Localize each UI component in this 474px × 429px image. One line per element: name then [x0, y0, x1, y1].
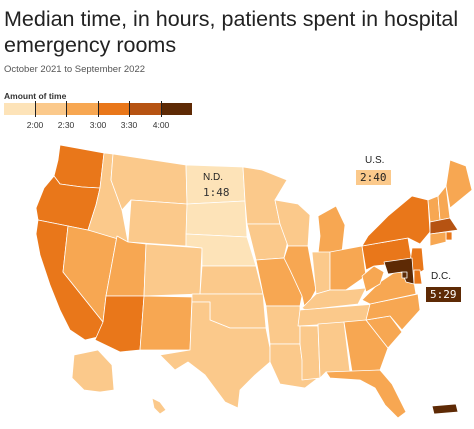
state-GA[interactable] — [343, 319, 389, 373]
callout-nd-value: 1:48 — [199, 185, 234, 200]
state-OH[interactable] — [329, 245, 367, 291]
legend-label-3: 3:30 — [120, 120, 138, 130]
state-DC[interactable] — [401, 271, 408, 279]
map-subtitle: October 2021 to September 2022 — [4, 64, 146, 75]
state-WY[interactable] — [127, 199, 188, 247]
legend-tick-0 — [35, 101, 36, 117]
legend-tick-3 — [129, 101, 130, 117]
state-RI[interactable] — [445, 231, 453, 241]
legend-swatch-3 — [97, 103, 130, 115]
state-WA[interactable] — [53, 144, 105, 189]
state-NY[interactable] — [361, 195, 431, 247]
callout-us-label: U.S. — [365, 155, 385, 166]
state-CO[interactable] — [143, 243, 203, 297]
legend-label-0: 2:00 — [26, 120, 44, 130]
state-MS[interactable] — [299, 325, 321, 381]
legend-bar — [4, 103, 192, 115]
map-title: Median time, in hours, patients spent in… — [4, 7, 459, 57]
state-TX[interactable] — [159, 301, 271, 409]
legend-swatch-1 — [35, 103, 67, 115]
legend-tick-4 — [161, 101, 162, 117]
state-CT[interactable] — [429, 231, 447, 247]
legend-swatch-5 — [160, 103, 192, 115]
state-MI[interactable] — [317, 205, 346, 255]
legend-tick-1 — [66, 101, 67, 117]
state-AK[interactable] — [71, 349, 115, 393]
state-HI[interactable] — [151, 397, 167, 415]
state-WV[interactable] — [361, 265, 385, 293]
callout-us-value: 2:40 — [356, 170, 391, 185]
callout-dc-value: 5:29 — [426, 287, 461, 302]
state-IL[interactable] — [283, 245, 317, 311]
state-MA[interactable] — [429, 217, 459, 235]
legend-tick-2 — [98, 101, 99, 117]
state-NC[interactable] — [365, 293, 421, 331]
legend-swatch-0 — [4, 103, 36, 115]
state-FL[interactable] — [325, 369, 407, 419]
state-AR[interactable] — [265, 305, 301, 345]
state-ME[interactable] — [445, 159, 473, 209]
state-NM[interactable] — [139, 295, 193, 351]
callout-dc-label: D.C. — [431, 271, 451, 282]
state-PR[interactable] — [431, 403, 459, 415]
legend-label-2: 3:00 — [89, 120, 107, 130]
legend-swatch-2 — [66, 103, 98, 115]
state-IA[interactable] — [246, 223, 289, 261]
state-KS[interactable] — [199, 265, 264, 295]
callout-nd-label: N.D. — [203, 172, 223, 183]
state-SD[interactable] — [185, 200, 248, 238]
legend-swatch-4 — [129, 103, 161, 115]
legend-label-1: 2:30 — [57, 120, 75, 130]
legend-title: Amount of time — [4, 91, 67, 101]
legend-label-4: 4:00 — [152, 120, 170, 130]
